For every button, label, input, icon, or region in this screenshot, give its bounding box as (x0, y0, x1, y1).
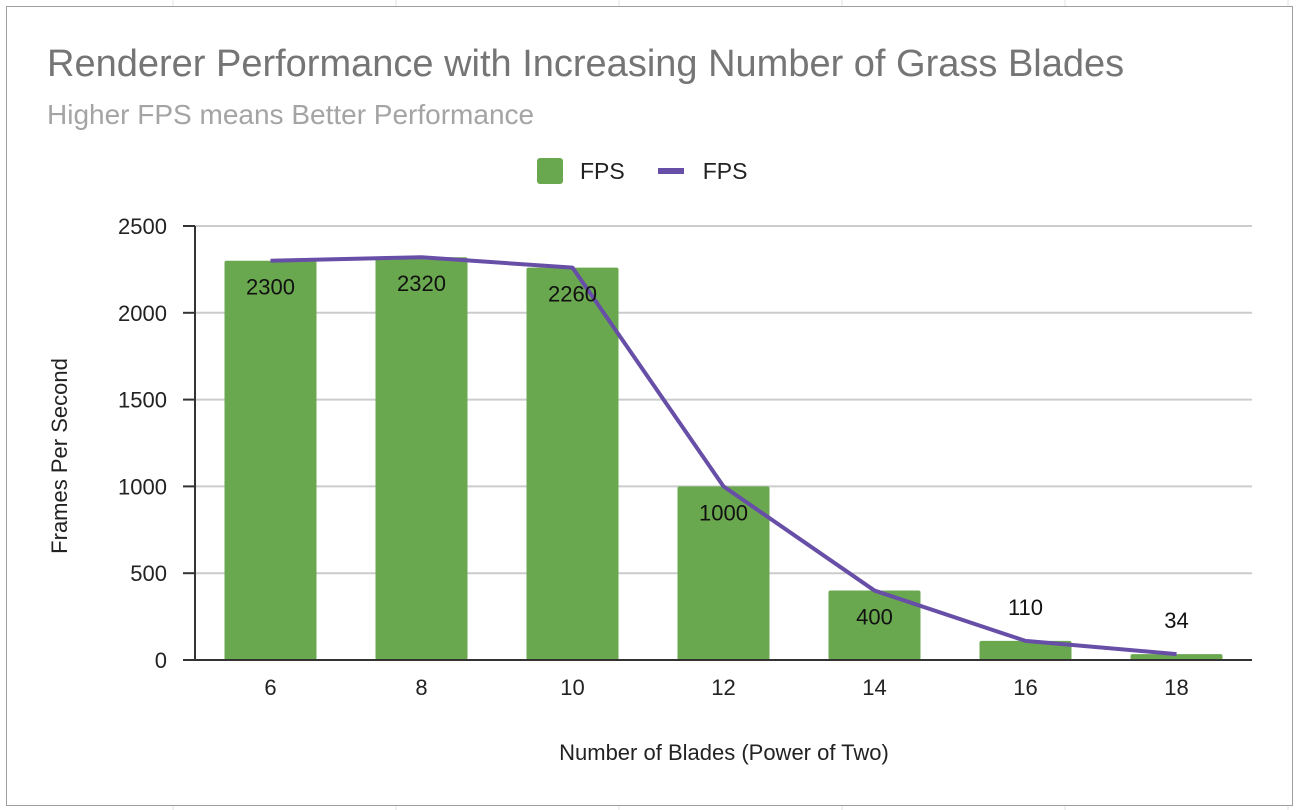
legend-line-label: FPS (702, 157, 748, 184)
y-tick-label: 2000 (118, 301, 167, 326)
data-label: 110 (1008, 595, 1043, 620)
legend-bar-swatch (537, 158, 563, 184)
y-axis-title: Frames Per Second (47, 358, 72, 554)
legend-item-bar: FPS (537, 158, 625, 185)
y-tick-label: 2500 (118, 214, 167, 239)
x-tick-label: 10 (560, 675, 584, 700)
bar (979, 640, 1072, 660)
x-tick-label: 18 (1164, 675, 1188, 700)
y-tick-label: 0 (155, 648, 167, 673)
bar (828, 590, 921, 660)
chart-title: Renderer Performance with Increasing Num… (47, 43, 1125, 85)
data-label: 2260 (548, 282, 597, 307)
bar (1130, 654, 1223, 660)
chart-container[interactable] (6, 6, 1293, 806)
x-tick-label: 6 (264, 675, 276, 700)
x-tick-label: 8 (415, 675, 427, 700)
data-label: 34 (1164, 608, 1188, 633)
x-tick-label: 16 (1013, 675, 1037, 700)
x-tick-label: 14 (862, 675, 886, 700)
data-label: 2300 (246, 275, 295, 300)
x-axis-title: Number of Blades (Power of Two) (559, 740, 889, 765)
data-label: 2320 (397, 271, 446, 296)
chart-subtitle: Higher FPS means Better Performance (47, 99, 535, 130)
legend-item-line: FPS (657, 157, 748, 185)
bar (526, 267, 619, 660)
y-tick-label: 1000 (118, 474, 167, 499)
y-tick-label: 1500 (118, 388, 167, 413)
bar (224, 260, 317, 660)
y-tick-label: 500 (130, 561, 167, 586)
bar (677, 486, 770, 660)
bar (375, 257, 468, 660)
legend-bar-label: FPS (580, 157, 625, 184)
series-line (270, 255, 1177, 657)
data-label: 1000 (699, 500, 748, 525)
x-tick-label: 12 (711, 675, 735, 700)
chart-legend: FPS FPS (537, 156, 780, 186)
data-label: 400 (856, 605, 893, 630)
legend-line-swatch (657, 168, 684, 174)
